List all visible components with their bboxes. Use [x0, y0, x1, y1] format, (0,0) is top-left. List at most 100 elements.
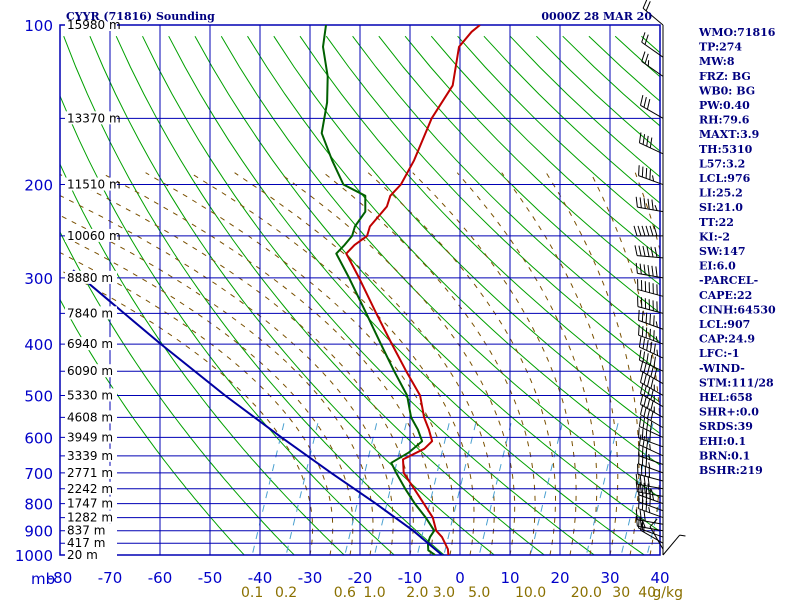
- axis-unit-label: mb: [31, 570, 55, 588]
- mixing-ratio-tick-label: 30: [612, 585, 630, 600]
- mixing-ratio-line: [443, 417, 478, 555]
- wind-barb-flag: [643, 97, 647, 108]
- height-label: 2771 m: [67, 466, 113, 480]
- wind-barb-flag: [648, 462, 651, 469]
- dry-adiabat: [273, 35, 660, 434]
- index-line: BSHR:219: [699, 464, 763, 477]
- height-label: 1282 m: [67, 511, 113, 525]
- wind-barb-flag: [646, 398, 651, 409]
- height-label: 20 m: [67, 548, 98, 562]
- wind-barb-shaft: [638, 334, 664, 345]
- height-label-bg: [65, 388, 117, 402]
- wind-barb-flag: [649, 328, 651, 340]
- wind-barb-flag: [679, 534, 686, 537]
- wind-barb: [637, 296, 664, 314]
- height-label-bg: [65, 111, 117, 125]
- height-label-bg: [65, 364, 117, 378]
- index-line: L57:3.2: [699, 157, 745, 170]
- wind-barb-flag: [649, 421, 653, 432]
- index-line: CAP:24.9: [699, 333, 755, 346]
- wind-barb-flag: [641, 485, 644, 497]
- wind-barb-flag: [646, 246, 650, 257]
- chart-title: CYYR (71816) Sounding: [66, 10, 215, 23]
- moist-adiabat: [60, 195, 394, 555]
- wind-barb-flag: [653, 330, 655, 341]
- height-label-bg: [65, 496, 117, 510]
- wind-barb-flag: [641, 225, 646, 237]
- wind-barb: [638, 434, 664, 457]
- wind-barb-flag: [639, 95, 644, 106]
- wind-barb-flag: [645, 447, 648, 459]
- mixing-ratio-line: [416, 417, 451, 555]
- wind-barb-flag: [641, 311, 644, 322]
- wind-barb: [635, 262, 664, 279]
- index-line: WB0: BG: [698, 84, 755, 97]
- wind-barb-shaft: [637, 306, 664, 314]
- wind-barb: [639, 394, 664, 418]
- moist-adiabat: [60, 173, 414, 555]
- wind-barb: [633, 225, 663, 237]
- temperature-tick-label: -20: [348, 569, 373, 587]
- dry-adiabat: [352, 35, 660, 343]
- wind-barb-flag: [642, 436, 646, 447]
- wind-barb-flag: [649, 354, 653, 366]
- wind-barb-flag: [649, 225, 654, 237]
- mixing-ratio-tick-label: 10.0: [515, 585, 546, 600]
- wind-barb: [638, 132, 664, 155]
- index-line: CINH:64530: [699, 303, 776, 316]
- wind-barb-shaft: [638, 508, 664, 519]
- wind-barb-flag: [650, 400, 654, 411]
- wind-barb-shaft: [640, 370, 664, 385]
- moist-adiabat: [456, 172, 598, 555]
- height-label: 1747 m: [67, 497, 113, 511]
- wind-barb-shaft: [637, 255, 664, 259]
- height-label-bg: [65, 523, 117, 537]
- wind-barb-flag: [638, 336, 642, 348]
- wind-barb-flag: [638, 324, 640, 336]
- wind-barb-flag: [646, 364, 651, 375]
- pressure-tick-label: 400: [24, 336, 53, 354]
- wind-barb-flag: [651, 265, 654, 277]
- wind-barb: [641, 51, 664, 77]
- pressure-tick-label: 800: [24, 496, 53, 514]
- wind-barb-flag: [642, 0, 648, 9]
- wind-barb-shaft: [640, 403, 664, 418]
- dewpoint-profile: [320, 25, 436, 555]
- wind-barb-flag: [638, 349, 642, 361]
- wind-barb-flag: [643, 264, 646, 275]
- height-label: 6090 m: [67, 364, 113, 378]
- wind-barb-shaft: [639, 359, 664, 372]
- wind-barb-flag: [643, 406, 647, 417]
- wind-barb-flag: [656, 349, 659, 356]
- dry-adiabat: [60, 230, 296, 555]
- wind-barb-flag: [645, 1, 651, 12]
- wind-barb: [638, 309, 664, 330]
- temperature-tick-label: -40: [248, 569, 273, 587]
- wind-barb: [638, 165, 664, 186]
- wind-barb: [634, 245, 664, 259]
- wind-barb-flag: [638, 427, 640, 438]
- wind-barb-flag: [645, 167, 648, 179]
- height-label: 417 m: [67, 536, 105, 550]
- wind-barb-flag: [638, 245, 642, 257]
- wind-barb-flag: [642, 351, 646, 362]
- index-line: BRN:0.1: [699, 449, 750, 462]
- wind-barb-flag: [641, 446, 644, 458]
- wind-barb-flag: [646, 408, 651, 419]
- mixing-ratio-unit: g/kg: [652, 585, 683, 600]
- wind-barb: [639, 372, 664, 396]
- wind-barb-flag: [645, 225, 650, 237]
- temperature-tick-label: 20: [550, 569, 569, 587]
- height-label: 2242 m: [67, 482, 113, 496]
- wind-barb-flag: [645, 312, 648, 324]
- wind-barb-flag: [641, 326, 644, 337]
- wind-barb: [635, 473, 664, 490]
- height-label-bg: [65, 481, 117, 495]
- height-label-bg: [65, 510, 117, 524]
- wind-barb-flag: [643, 510, 646, 522]
- wind-barb-flag: [655, 321, 658, 328]
- moist-adiabat: [60, 252, 334, 555]
- height-label: 4608 m: [67, 410, 113, 424]
- index-line: FRZ: BG: [699, 70, 751, 83]
- wind-barb-flag: [645, 327, 648, 338]
